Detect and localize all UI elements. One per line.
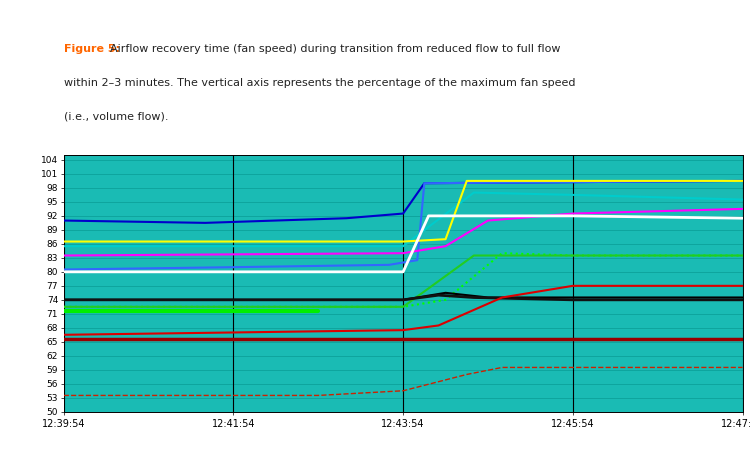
Text: (i.e., volume flow).: (i.e., volume flow). <box>64 112 168 122</box>
Text: Figure 5:: Figure 5: <box>64 44 120 54</box>
Text: Airflow recovery time (fan speed) during transition from reduced flow to full fl: Airflow recovery time (fan speed) during… <box>110 44 561 54</box>
Text: within 2–3 minutes. The vertical axis represents the percentage of the maximum f: within 2–3 minutes. The vertical axis re… <box>64 78 575 88</box>
